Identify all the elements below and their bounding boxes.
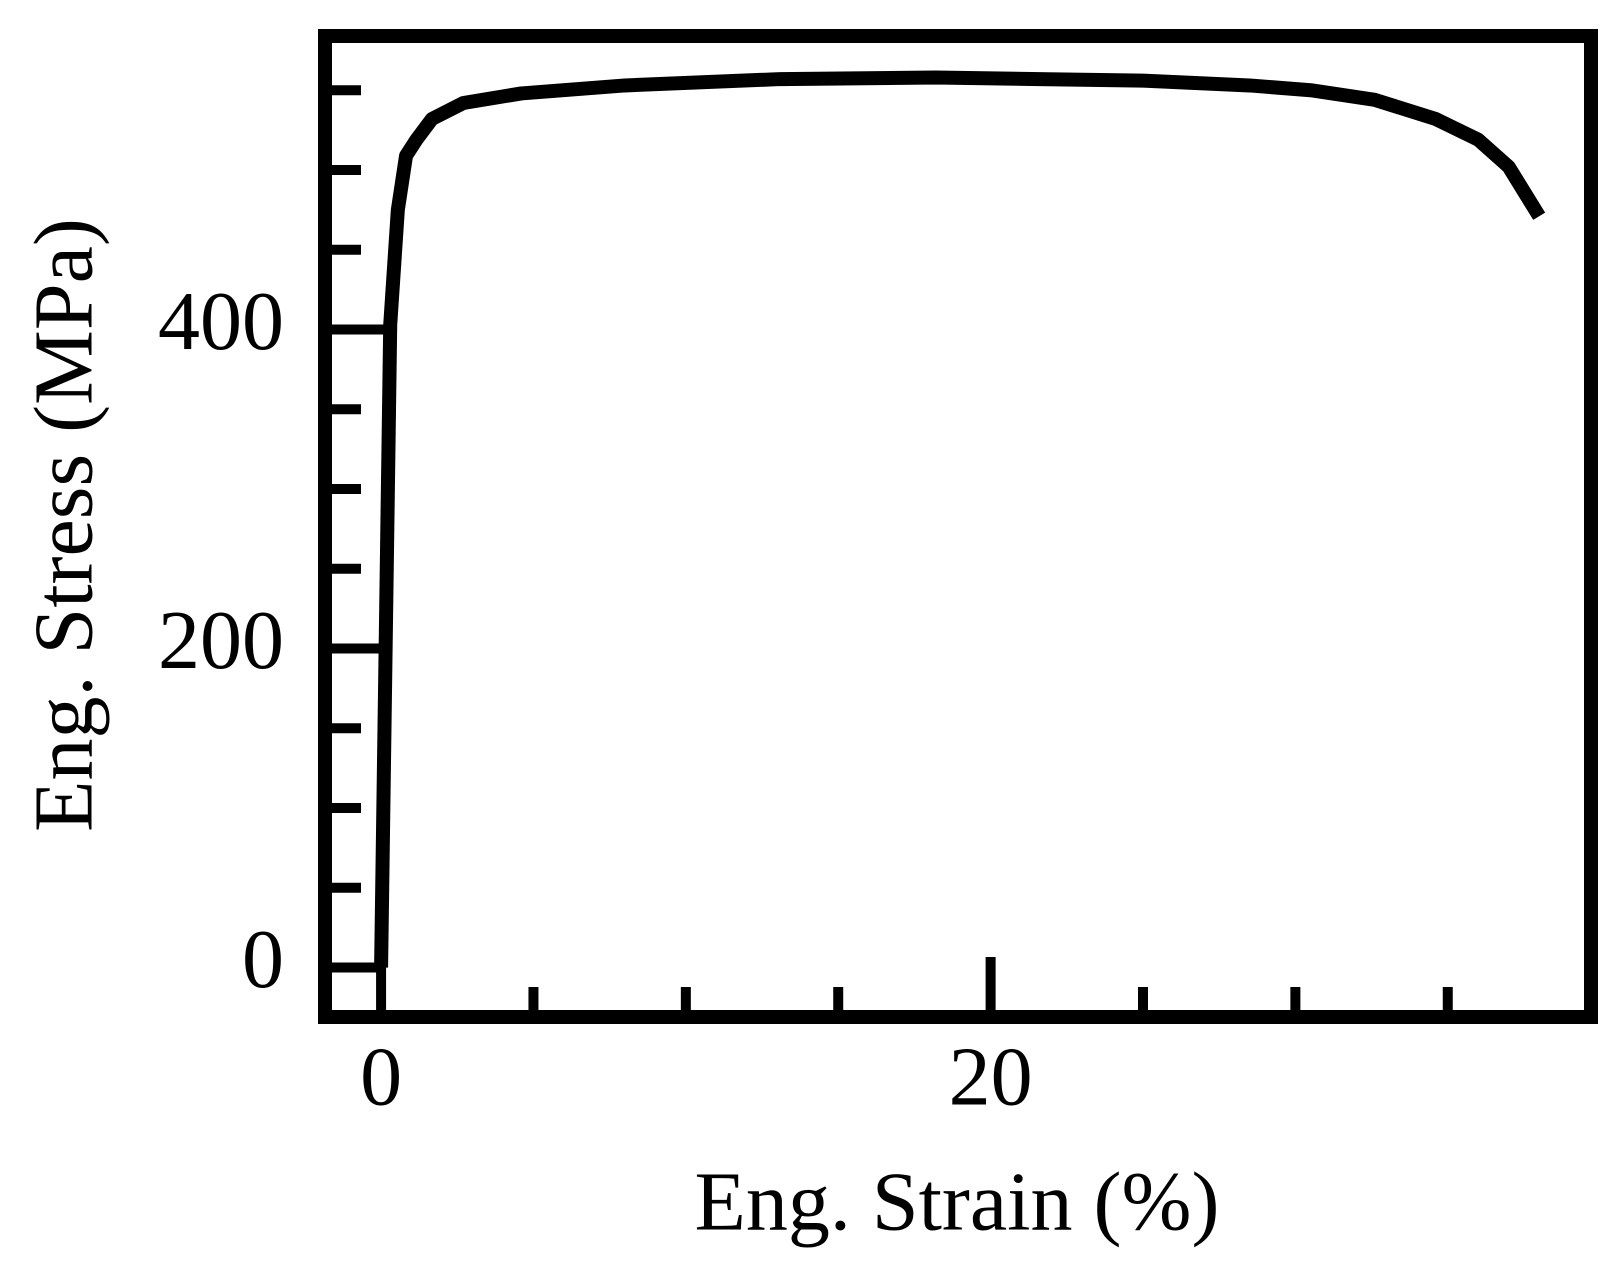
y-axis-title: Eng. Stress (MPa) <box>17 218 110 832</box>
y-tick-label: 400 <box>158 275 284 368</box>
y-tick-label: 0 <box>242 913 284 1006</box>
y-tick-label: 200 <box>158 594 284 687</box>
x-tick-label: 0 <box>360 1030 402 1123</box>
stress-strain-curve <box>374 70 1546 968</box>
plot-frame <box>318 29 1598 1024</box>
x-axis-title: Eng. Strain (%) <box>695 1155 1220 1248</box>
x-tick-label: 20 <box>949 1030 1033 1123</box>
